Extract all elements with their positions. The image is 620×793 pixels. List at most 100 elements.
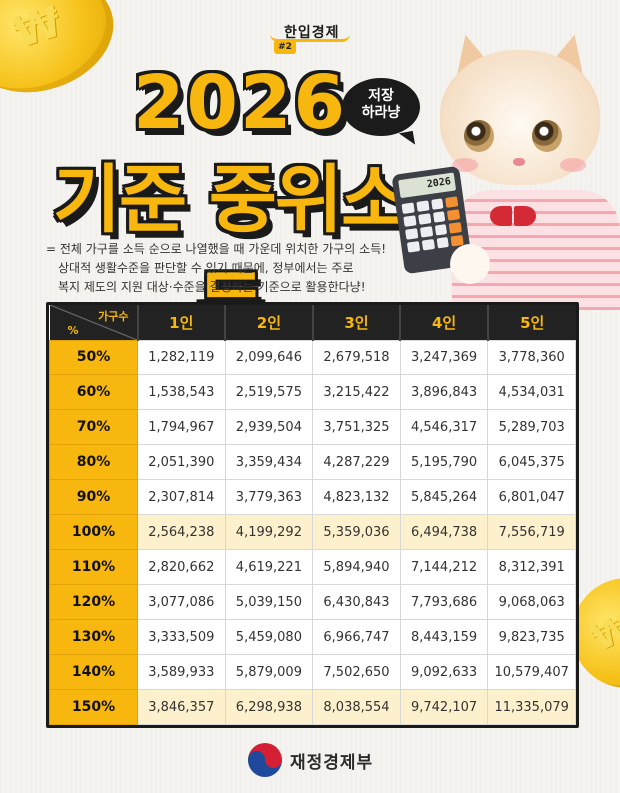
table-row: 110% 2,820,662 4,619,221 5,894,940 7,144,212…: [49, 549, 576, 586]
taegeuk-emblem-icon: [248, 743, 282, 777]
speech-bubble: 저장 하라냥: [342, 78, 420, 136]
bubble-line-1: 저장: [368, 88, 394, 104]
income-cell: 2,939,504: [224, 409, 314, 446]
ministry-logo: 재정경제부: [248, 742, 373, 778]
row-percent-label: 130%: [49, 619, 138, 656]
income-cell: 4,546,317: [399, 409, 489, 446]
income-cell: 7,556,719: [487, 514, 576, 551]
income-cell: 5,195,790: [399, 444, 489, 481]
table-row: 100% 2,564,238 4,199,292 5,359,036 6,494,738…: [49, 514, 576, 551]
column-header: 4인: [399, 305, 488, 340]
ministry-name: 재정경제부: [290, 752, 374, 773]
corner-label-percent: %: [67, 323, 79, 337]
income-cell: 11,335,079: [487, 689, 576, 725]
income-cell: 6,298,938: [224, 689, 314, 725]
row-percent-label: 90%: [49, 479, 138, 516]
cat-mascot: 2026: [391, 28, 620, 310]
column-header: 1인: [136, 305, 226, 340]
row-percent-label: 80%: [49, 444, 138, 481]
table-row: 150% 3,846,357 6,298,938 8,038,554 9,742,107…: [49, 689, 576, 725]
row-percent-label: 50%: [49, 339, 138, 376]
income-cell: 7,793,686: [399, 584, 489, 621]
table-corner-cell: 가구수 %: [49, 305, 138, 340]
income-cell: 2,679,518: [312, 339, 401, 376]
income-cell: 7,502,650: [312, 654, 401, 691]
income-cell: 2,051,390: [137, 444, 226, 481]
income-cell: 1,794,967: [137, 409, 226, 446]
income-cell: 4,823,132: [312, 479, 401, 516]
income-cell: 4,287,229: [312, 444, 401, 481]
description: = 전체 가구를 소득 순으로 나열했을 때 가운데 위치한 가구의 소득! 상…: [46, 240, 416, 297]
income-cell: 2,099,646: [224, 339, 314, 376]
table-header-row: 가구수 % 1인 2인 3인 4인 5인: [49, 305, 576, 340]
table-row: 140% 3,589,933 5,879,009 7,502,650 9,092,633…: [49, 654, 576, 691]
income-cell: 3,215,422: [312, 374, 401, 411]
row-percent-label: 110%: [49, 549, 138, 586]
income-cell: 3,333,509: [137, 619, 226, 656]
row-percent-label: 140%: [49, 654, 138, 691]
income-cell: 10,579,407: [487, 654, 576, 691]
income-cell: 5,894,940: [312, 549, 401, 586]
income-cell: 4,534,031: [487, 374, 576, 411]
description-line: = 전체 가구를 소득 순으로 나열했을 때 가운데 위치한 가구의 소득!: [46, 242, 387, 256]
table-row: 60% 1,538,543 2,519,575 3,215,422 3,896,843 4…: [49, 374, 576, 411]
table-row: 50% 1,282,119 2,099,646 2,679,518 3,247,369 3…: [49, 339, 576, 376]
income-cell: 3,359,434: [224, 444, 314, 481]
income-cell: 2,307,814: [137, 479, 226, 516]
income-cell: 3,589,933: [137, 654, 226, 691]
table-row: 90% 2,307,814 3,779,363 4,823,132 5,845,264 6…: [49, 479, 576, 516]
income-cell: 8,038,554: [312, 689, 401, 725]
income-cell: 3,751,325: [312, 409, 401, 446]
row-percent-label: 150%: [49, 689, 138, 725]
income-cell: 5,359,036: [312, 514, 401, 551]
column-header: 3인: [311, 305, 401, 340]
income-cell: 8,443,159: [399, 619, 489, 656]
income-cell: 4,619,221: [224, 549, 314, 586]
row-percent-label: 120%: [49, 584, 138, 621]
row-percent-label: 60%: [49, 374, 138, 411]
row-percent-label: 100%: [49, 514, 138, 551]
calculator-display: 2026: [398, 172, 457, 199]
income-cell: 3,778,360: [487, 339, 576, 376]
series-number: #2: [274, 40, 296, 54]
bubble-line-2: 하라냥: [361, 105, 401, 121]
median-income-table: 가구수 % 1인 2인 3인 4인 5인 50% 1,282,119 2,099,6…: [46, 302, 579, 728]
income-cell: 2,564,238: [137, 514, 226, 551]
income-cell: 1,282,119: [137, 339, 226, 376]
income-cell: 6,430,843: [312, 584, 401, 621]
income-cell: 7,144,212: [399, 549, 489, 586]
cat-paw: [450, 244, 490, 284]
income-cell: 5,039,150: [224, 584, 314, 621]
title-year: 2026: [133, 60, 347, 146]
income-cell: 6,045,375: [487, 444, 576, 481]
table-row: 70% 1,794,967 2,939,504 3,751,325 4,546,317 5…: [49, 409, 576, 446]
income-cell: 9,742,107: [399, 689, 489, 725]
income-cell: 9,092,633: [399, 654, 489, 691]
income-cell: 2,519,575: [224, 374, 314, 411]
column-header: 2인: [224, 305, 313, 340]
bow-tie-icon: [490, 206, 536, 228]
income-cell: 6,966,747: [312, 619, 401, 656]
income-cell: 6,494,738: [399, 514, 489, 551]
income-cell: 2,820,662: [137, 549, 226, 586]
description-line: 상대적 생활수준을 판단할 수 있기 때문에, 정부에서는 주로: [58, 261, 354, 275]
table-row: 80% 2,051,390 3,359,434 4,287,229 5,195,790 6…: [49, 444, 576, 481]
income-cell: 3,896,843: [399, 374, 489, 411]
series-brand: 한입경제: [284, 25, 340, 41]
table-row: 130% 3,333,509 5,459,080 6,966,747 8,443,159…: [49, 619, 576, 656]
income-cell: 3,077,086: [137, 584, 226, 621]
income-cell: 3,247,369: [399, 339, 489, 376]
column-header: 5인: [486, 305, 576, 340]
income-cell: 5,459,080: [224, 619, 314, 656]
income-cell: 6,801,047: [487, 479, 576, 516]
table-row: 120% 3,077,086 5,039,150 6,430,843 7,793,686…: [49, 584, 576, 621]
income-cell: 5,845,264: [399, 479, 489, 516]
income-cell: 9,068,063: [487, 584, 576, 621]
income-cell: 3,779,363: [224, 479, 314, 516]
series-logo: 한입경제 #2: [270, 22, 360, 56]
row-percent-label: 70%: [49, 409, 138, 446]
corner-label-household: 가구수: [98, 310, 129, 323]
income-cell: 9,823,735: [487, 619, 576, 656]
income-cell: 8,312,391: [487, 549, 576, 586]
income-cell: 1,538,543: [137, 374, 226, 411]
